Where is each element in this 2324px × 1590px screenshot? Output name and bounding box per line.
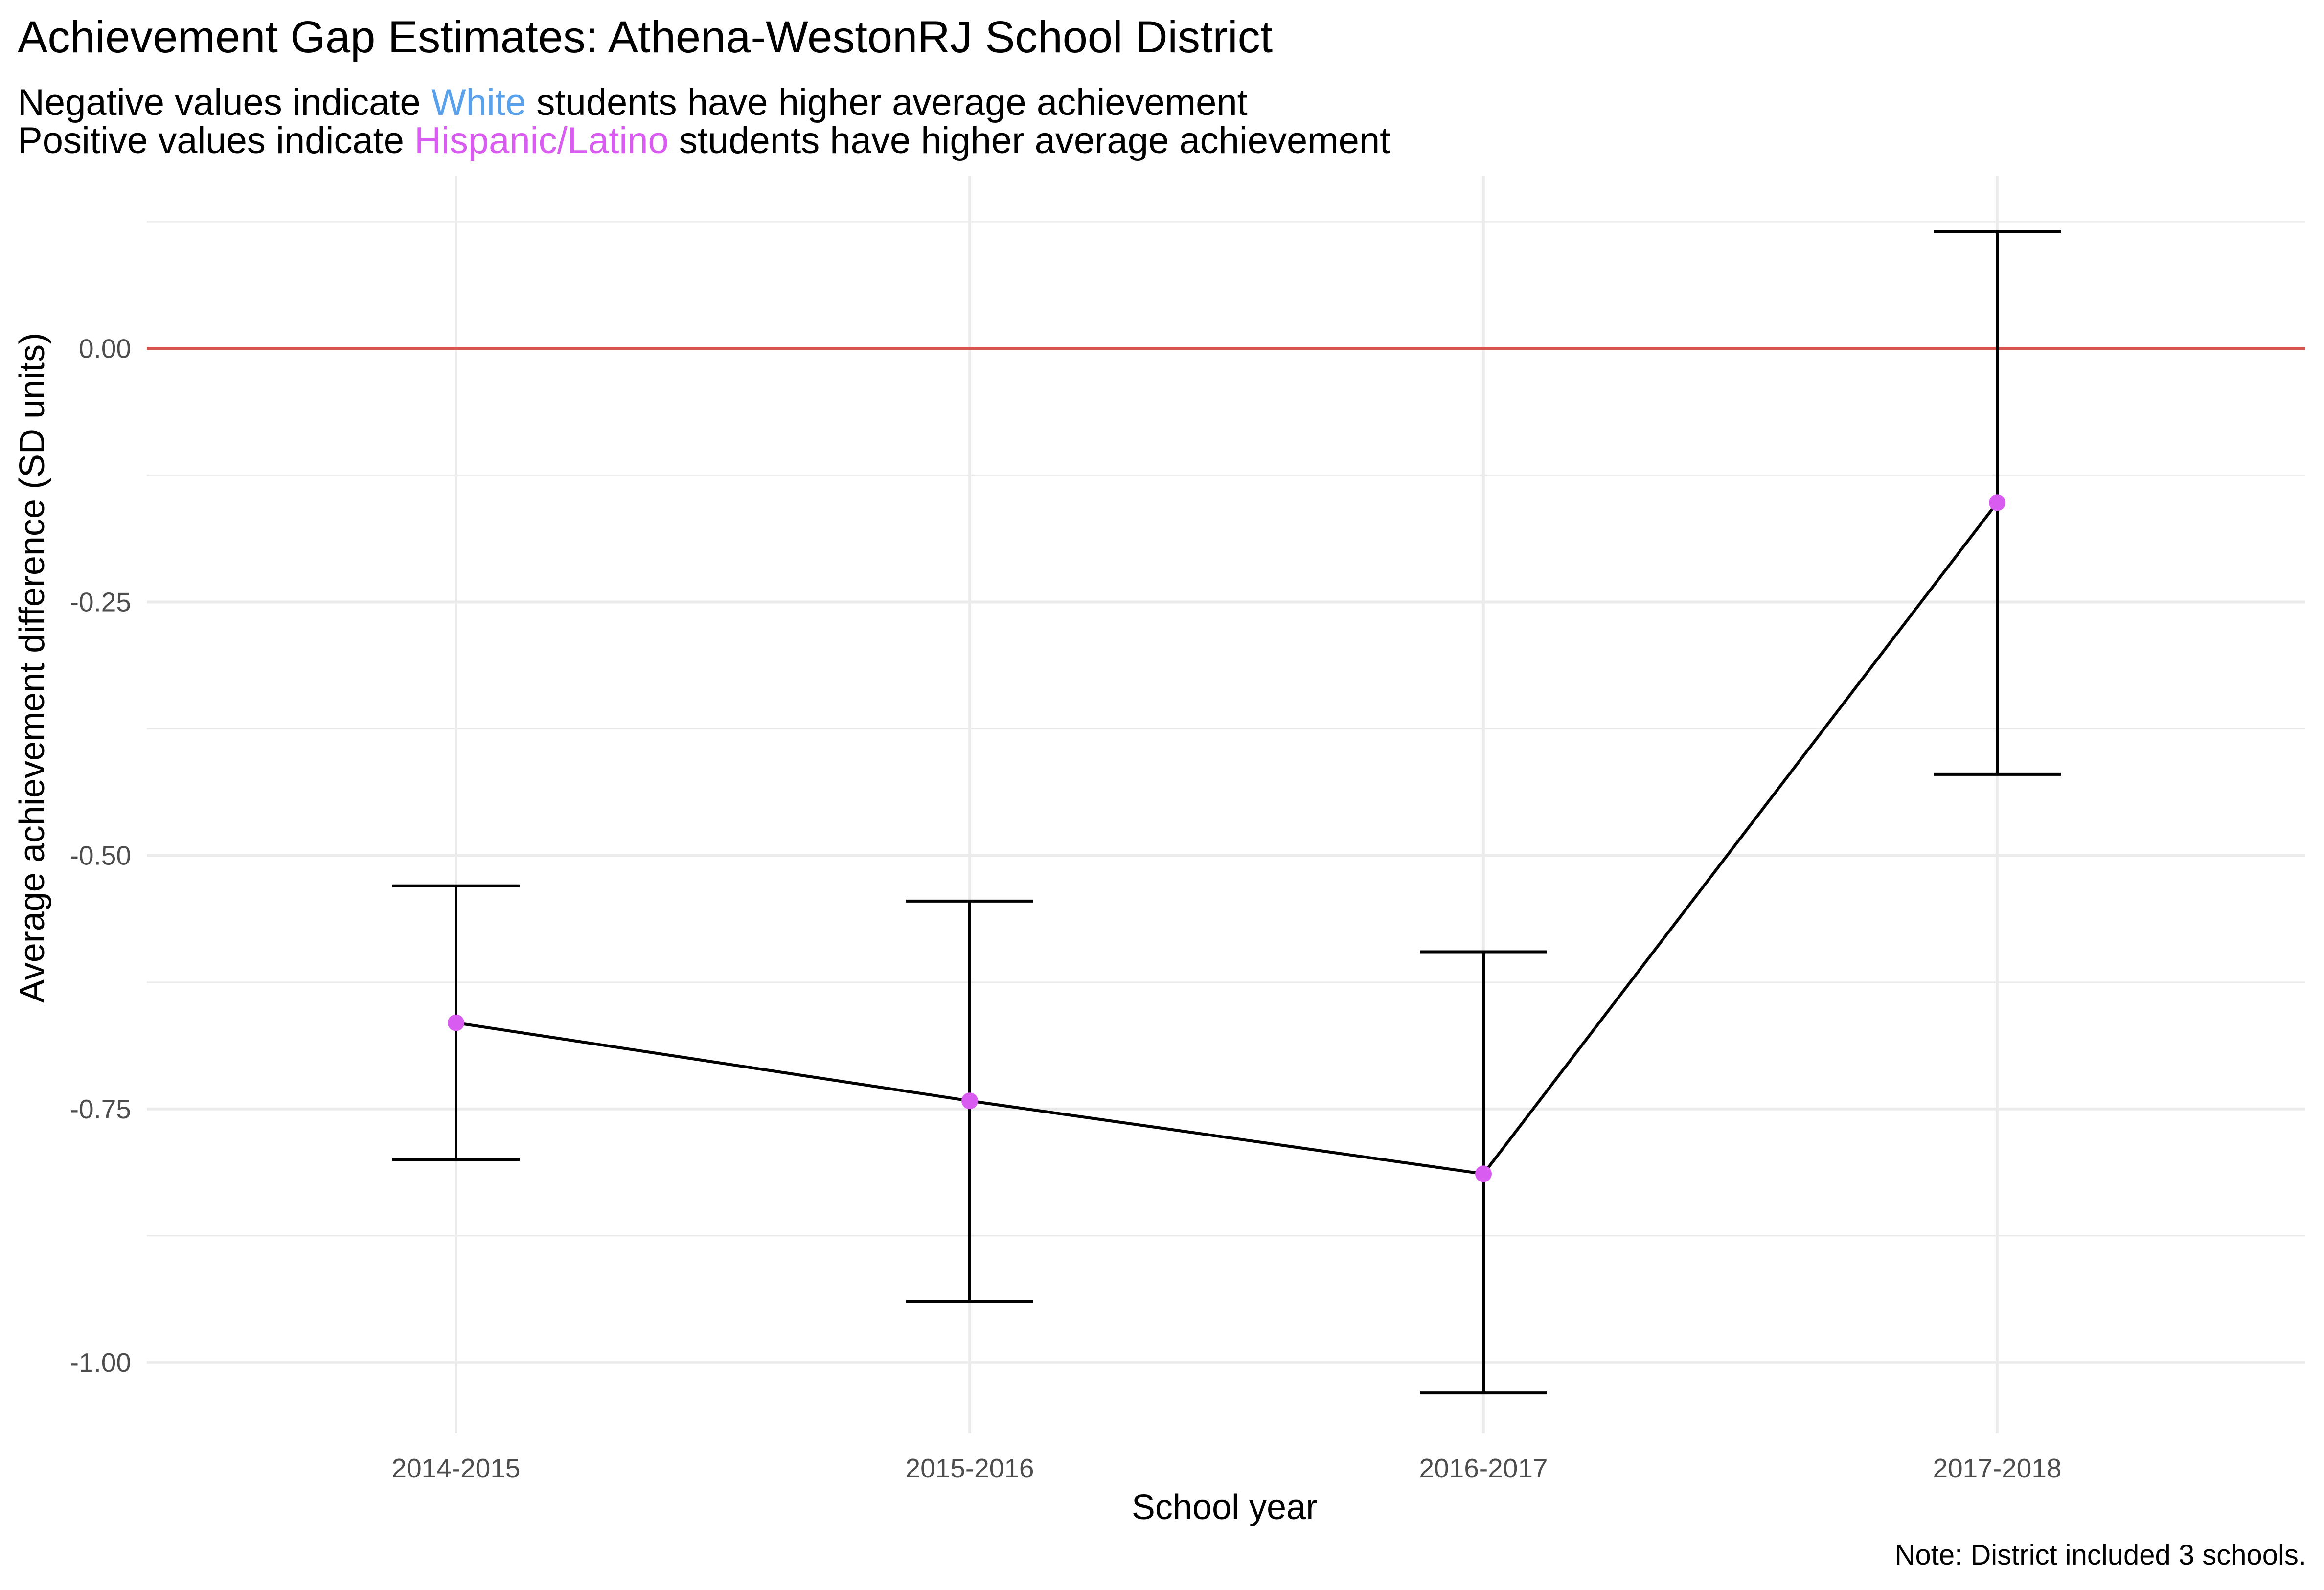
y-tick-label: 0.00 — [79, 333, 131, 363]
subtitle-line-1: Negative values indicate White students … — [18, 84, 1248, 121]
grid-major-lines — [147, 176, 2305, 1433]
subtitle-line-2: Positive values indicate Hispanic/Latino… — [18, 122, 1390, 159]
data-point — [448, 1014, 464, 1031]
chart-title: Achievement Gap Estimates: Athena-Weston… — [18, 12, 1273, 62]
x-tick-label: 2015-2016 — [905, 1453, 1034, 1483]
y-tick-label: -1.00 — [70, 1347, 131, 1378]
data-point — [961, 1092, 978, 1110]
chart-note: Note: District included 3 schools. — [1894, 1539, 2306, 1571]
x-tick-labels: 2014-2015 2015-2016 2016-2017 2017-2018 — [391, 1453, 2061, 1483]
x-axis-title: School year — [1132, 1488, 1318, 1527]
x-tick-label: 2017-2018 — [1933, 1453, 2061, 1483]
series-line — [456, 501, 1999, 1176]
subtitle-1-highlight: White — [431, 82, 526, 123]
y-tick-label: -0.75 — [70, 1094, 131, 1124]
y-tick-label: -0.50 — [70, 840, 131, 871]
x-tick-label: 2014-2015 — [391, 1453, 520, 1483]
subtitle-1-before: Negative values indicate — [18, 82, 421, 123]
y-tick-label: -0.25 — [70, 587, 131, 617]
y-tick-labels: 0.00 -0.25 -0.50 -0.75 -1.00 — [70, 333, 131, 1378]
grid-minor-lines — [147, 221, 2305, 1237]
subtitle-2-before: Positive values indicate — [18, 120, 404, 161]
subtitle-1-after: students have higher average achievement — [536, 82, 1248, 123]
error-bars — [392, 230, 2061, 1395]
subtitle-2-highlight: Hispanic/Latino — [414, 120, 669, 161]
subtitle-2-after: students have higher average achievement — [679, 120, 1390, 161]
data-point — [1475, 1165, 1492, 1182]
series-line-group — [456, 501, 1999, 1176]
data-points — [448, 494, 2005, 1182]
y-axis-title: Average achievement difference (SD units… — [13, 333, 52, 1003]
data-point — [1989, 494, 2005, 511]
x-tick-label: 2016-2017 — [1419, 1453, 1548, 1483]
